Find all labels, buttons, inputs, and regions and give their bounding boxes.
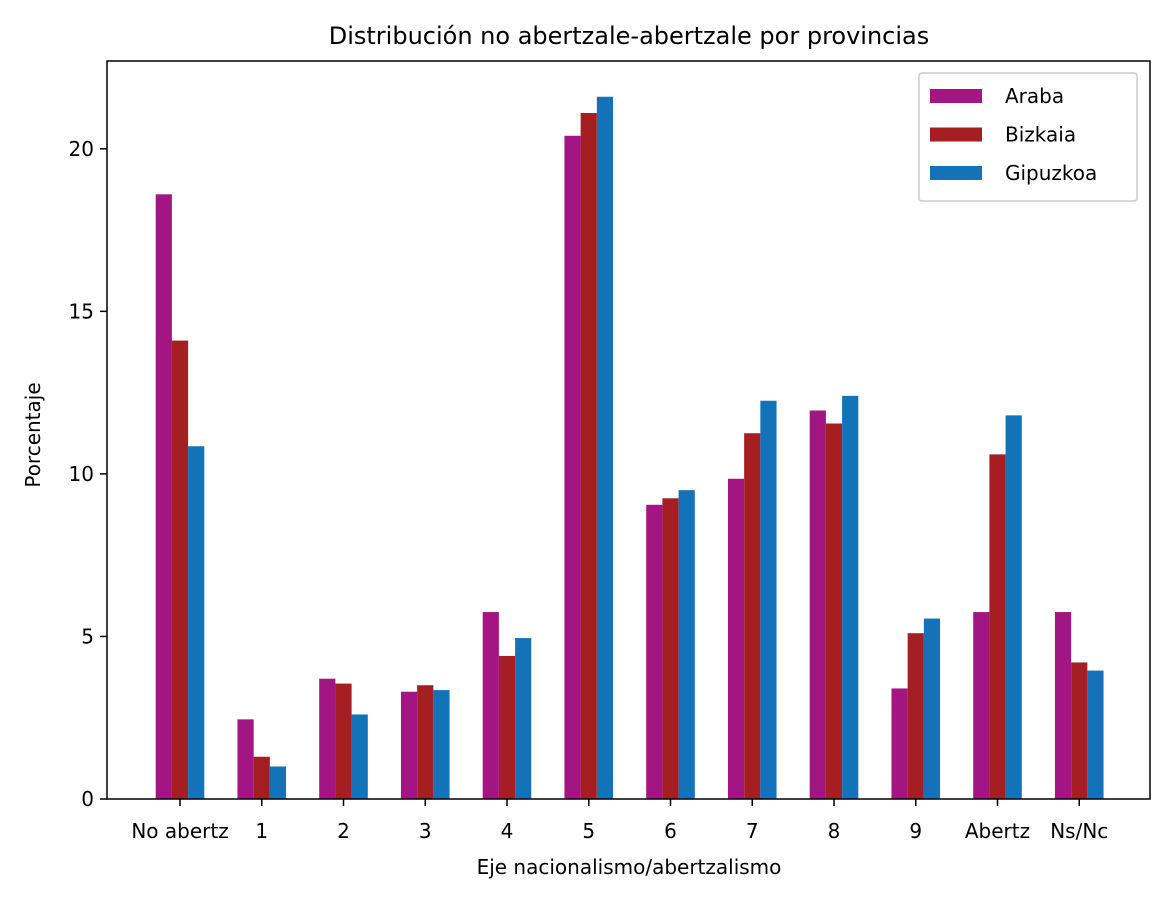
bar <box>596 96 614 799</box>
legend: Araba Bizkaia Gipuzkoa <box>918 72 1138 202</box>
bar <box>1087 670 1104 799</box>
bar <box>269 766 287 799</box>
legend-swatch <box>930 89 982 103</box>
bar <box>646 504 663 799</box>
legend-swatch <box>930 127 982 142</box>
bar <box>335 683 352 799</box>
legend-swatch <box>930 166 982 180</box>
bar <box>237 719 254 799</box>
legend-label: Gipuzkoa <box>1005 161 1097 185</box>
bars-layer <box>155 96 1104 800</box>
plot-frame <box>106 60 1151 800</box>
bar <box>171 340 189 799</box>
bar <box>319 678 336 799</box>
bar <box>891 688 908 799</box>
bar <box>580 113 597 799</box>
bar <box>253 756 270 799</box>
bar <box>662 498 679 799</box>
bar <box>1005 415 1022 799</box>
bar <box>155 194 172 800</box>
y-tick-label: 20 <box>69 137 94 161</box>
x-tick-label: No abertz <box>131 819 228 843</box>
chart-title: Distribución no abertzale-abertzale por … <box>329 22 930 50</box>
x-tick-label: 7 <box>746 819 759 843</box>
bar <box>989 454 1006 799</box>
bar <box>727 478 745 799</box>
bar <box>973 612 990 799</box>
x-tick-label: 9 <box>909 819 922 843</box>
y-tick-label: 5 <box>81 624 94 648</box>
x-tick-label: 3 <box>419 819 432 843</box>
bar <box>482 612 499 799</box>
bar <box>515 638 532 799</box>
legend-label: Araba <box>1005 84 1064 108</box>
bar <box>809 410 826 799</box>
bar <box>760 400 777 799</box>
bar <box>1071 662 1088 799</box>
bar <box>678 490 695 799</box>
y-tick-label: 0 <box>81 787 94 811</box>
legend-label: Bizkaia <box>1005 123 1076 147</box>
y-tick-label: 10 <box>69 462 94 486</box>
y-axis-title: Porcentaje <box>21 382 45 487</box>
bar <box>744 433 761 799</box>
bar <box>907 633 924 799</box>
bar <box>417 685 434 799</box>
x-tick-label: Abertz <box>965 819 1030 843</box>
bar <box>923 618 941 799</box>
bar <box>825 423 843 799</box>
x-tick-label: Ns/Nc <box>1050 819 1108 843</box>
bar <box>1054 612 1072 799</box>
x-tick-label: 2 <box>337 819 350 843</box>
bar <box>564 135 581 799</box>
x-axis-title: Eje nacionalismo/abertzalismo <box>477 855 782 879</box>
x-tick-label: 8 <box>828 819 841 843</box>
x-tick-label: 1 <box>255 819 268 843</box>
bar <box>842 395 859 799</box>
y-tick-label: 15 <box>69 299 94 323</box>
bar <box>400 691 418 799</box>
bar <box>433 690 450 799</box>
axes-layer: 0 5 10 15 20 No abertz 1 2 3 4 5 6 7 8 9 Abertz Ns/Nc <box>69 60 1151 843</box>
bar <box>351 714 368 799</box>
bar <box>498 655 516 799</box>
bar <box>188 446 205 799</box>
x-tick-label: 5 <box>582 819 595 843</box>
x-tick-label: 4 <box>501 819 514 843</box>
x-tick-label: 6 <box>664 819 677 843</box>
